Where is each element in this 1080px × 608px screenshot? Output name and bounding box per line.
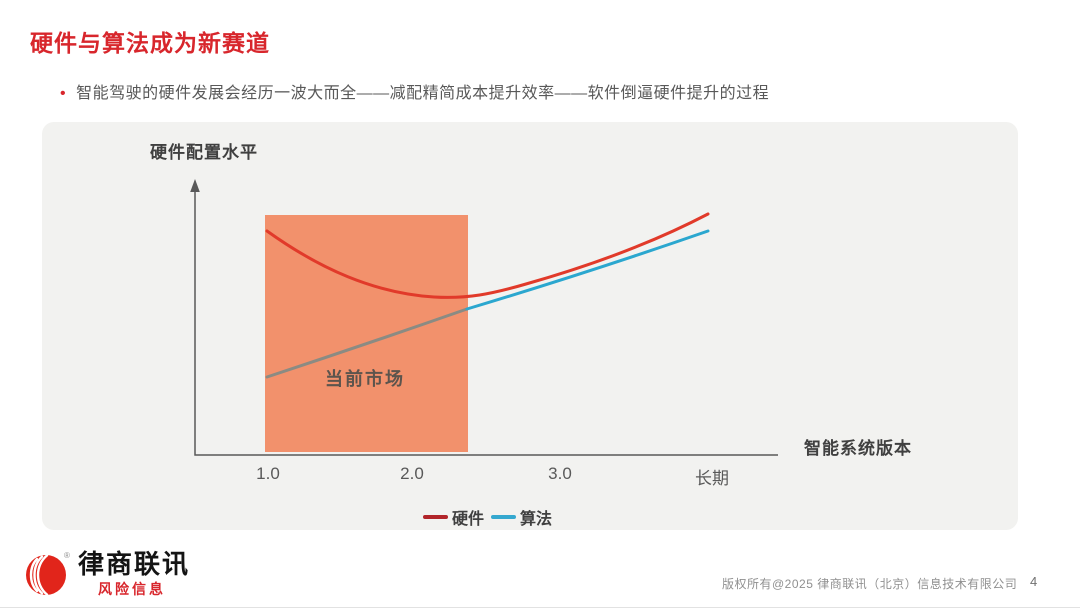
x-axis-ticks: 1.0 2.0 3.0 长期 <box>42 464 1018 488</box>
legend-label-algorithm: 算法 <box>520 511 553 528</box>
series-hardware-line <box>265 212 710 299</box>
y-axis-arrow-icon <box>190 179 200 192</box>
copyright-text: 版权所有@2025 律商联讯（北京）信息技术有限公司 <box>722 577 1018 591</box>
page-number: 4 <box>1030 574 1038 589</box>
brand-subtitle: 风险信息 <box>98 581 166 598</box>
brand-name: 律商联讯 <box>78 549 191 579</box>
registered-trademark-icon: ® <box>64 551 70 560</box>
legend-item-hardware: 硬件 <box>423 505 484 529</box>
chart-panel: 硬件配置水平 智能系统版本 当前市场 1.0 2.0 3.0 长期 硬件 算法 <box>42 122 1018 530</box>
series-algorithm-gray-line <box>265 307 469 379</box>
current-market-label: 当前市场 <box>325 369 405 389</box>
footer: ® 律商联讯 风险信息 版权所有@2025 律商联讯（北京）信息技术有限公司 4 <box>0 545 1080 607</box>
x-tick-1: 1.0 <box>256 464 280 483</box>
bullet-text: 智能驾驶的硬件发展会经历一波大而全——减配精简成本提升效率——软件倒逼硬件提升的… <box>76 85 770 102</box>
bullet-item: • 智能驾驶的硬件发展会经历一波大而全——减配精简成本提升效率——软件倒逼硬件提… <box>60 84 769 105</box>
x-tick-3: 3.0 <box>548 464 572 483</box>
chart-legend: 硬件 算法 <box>423 505 552 529</box>
x-tick-4: 长期 <box>695 469 729 488</box>
legend-item-algorithm: 算法 <box>491 505 552 529</box>
y-axis-label: 硬件配置水平 <box>150 143 258 162</box>
series-algorithm-line <box>465 229 710 311</box>
brand-block: 律商联讯 风险信息 <box>78 549 191 599</box>
lexisnexis-globe-icon <box>26 554 66 596</box>
legend-label-hardware: 硬件 <box>452 511 485 528</box>
bullet-marker: • <box>60 85 67 102</box>
page-title: 硬件与算法成为新赛道 <box>30 30 270 56</box>
current-market-region <box>265 215 468 452</box>
axis-lines <box>194 189 778 456</box>
x-axis-label: 智能系统版本 <box>804 439 912 458</box>
hardware-line-swatch-icon <box>423 515 448 519</box>
algorithm-line-swatch-icon <box>491 515 517 519</box>
chart-canvas <box>190 179 778 456</box>
x-tick-2: 2.0 <box>400 464 424 483</box>
